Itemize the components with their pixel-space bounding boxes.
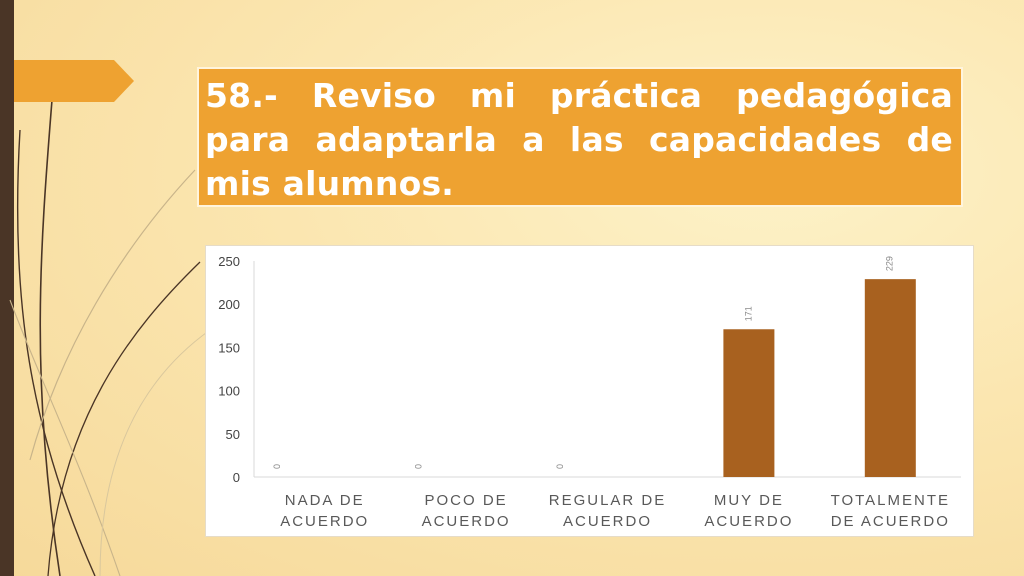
title-arrow-tab [14,60,134,102]
y-tick-label: 250 [218,254,240,269]
decorative-vines [9,99,211,576]
bar-chart-panel: 0 50 100 150 200 250 0 NADA DE ACUERDO 0 POCO DE AC… [205,245,974,537]
bar [723,329,775,477]
y-tick-label: 100 [218,384,240,399]
bar [864,279,916,477]
title-box: 58.- Reviso mi práctica pedagógica para … [197,67,963,207]
bar-data-label: 0 [555,464,565,469]
y-tick-label: 50 [226,427,240,442]
bar-data-label: 171 [743,306,753,321]
bar-data-label: 0 [272,464,282,469]
bar-data-label: 229 [885,256,895,271]
x-tick-label: MUY DE ACUERDO [704,492,793,530]
y-tick-label: 200 [218,297,240,312]
x-tick-label: REGULAR DE ACUERDO [549,492,667,530]
slide-left-bar [0,0,14,576]
bar-chart: 0 50 100 150 200 250 0 NADA DE ACUERDO 0 POCO DE AC… [218,254,961,530]
slide-title: 58.- Reviso mi práctica pedagógica para … [205,76,953,203]
x-tick-label: NADA DE ACUERDO [280,492,369,530]
x-tick-label: POCO DE ACUERDO [422,492,511,530]
y-tick-label: 0 [233,470,240,485]
x-tick-label: TOTALMENTE DE ACUERDO [831,492,950,530]
bar-data-label: 0 [413,464,423,469]
y-tick-label: 150 [218,340,240,355]
